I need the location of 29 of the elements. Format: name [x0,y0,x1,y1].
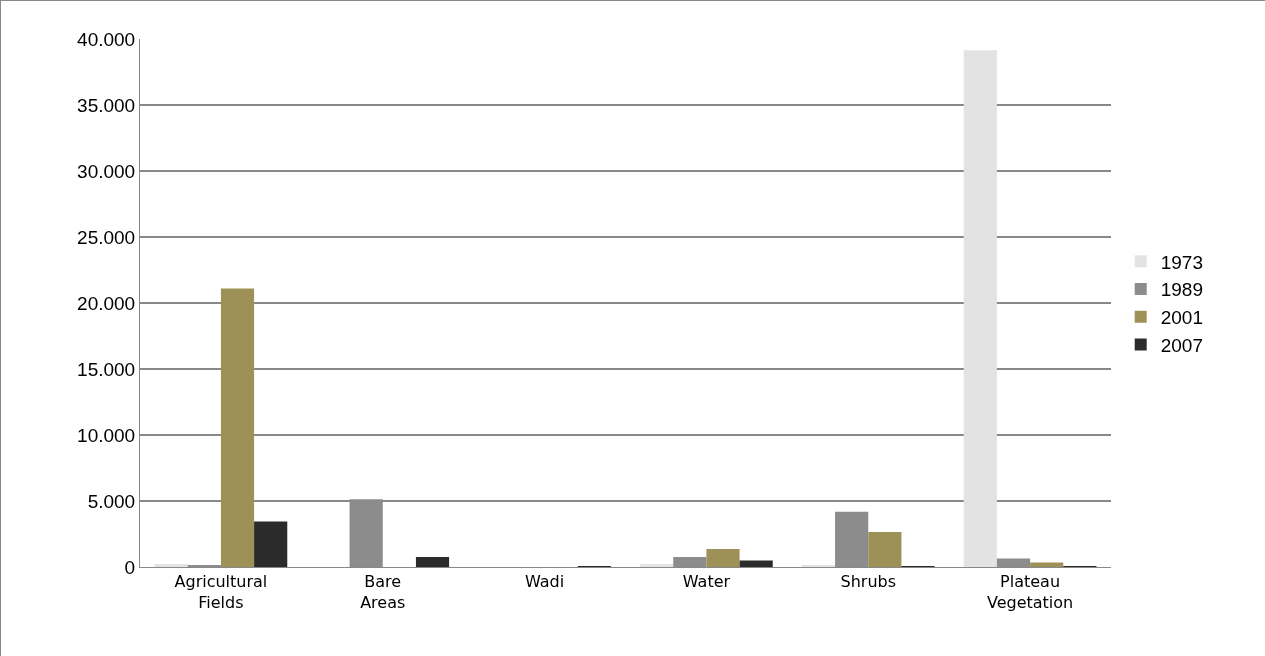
x-tick-label: Bare Areas [360,572,406,612]
bar [154,563,188,567]
legend-label: 1973 [1160,251,1203,273]
bar [220,288,255,567]
y-tick-label: 30.000 [77,160,136,182]
bar [868,531,902,567]
y-tick-label: 0 [124,556,136,578]
legend-label: 1989 [1160,279,1203,301]
y-tick-label: 5.000 [87,490,136,512]
x-tick-label: Wadi [524,572,565,592]
y-tick-label: 25.000 [77,226,136,248]
bar [1030,562,1064,567]
legend-label: 2007 [1160,334,1203,356]
bar [706,548,740,567]
legend-label: 2001 [1160,307,1203,329]
x-tick-label: Shrubs [840,572,897,592]
y-tick-label: 20.000 [77,292,136,314]
x-tick-label: Agricultural Fields [174,572,268,612]
y-tick-label: 15.000 [77,358,136,380]
bar [415,556,450,567]
y-tick-label: 10.000 [77,424,136,446]
bar [640,563,674,567]
bar [739,560,773,567]
x-tick-label: Plateau Vegetation [986,572,1074,612]
bar [963,50,997,567]
x-tick-label: Water [682,572,731,592]
bar [254,521,288,567]
y-tick-label: 35.000 [77,94,136,116]
y-tick-label: 40.000 [77,28,136,50]
